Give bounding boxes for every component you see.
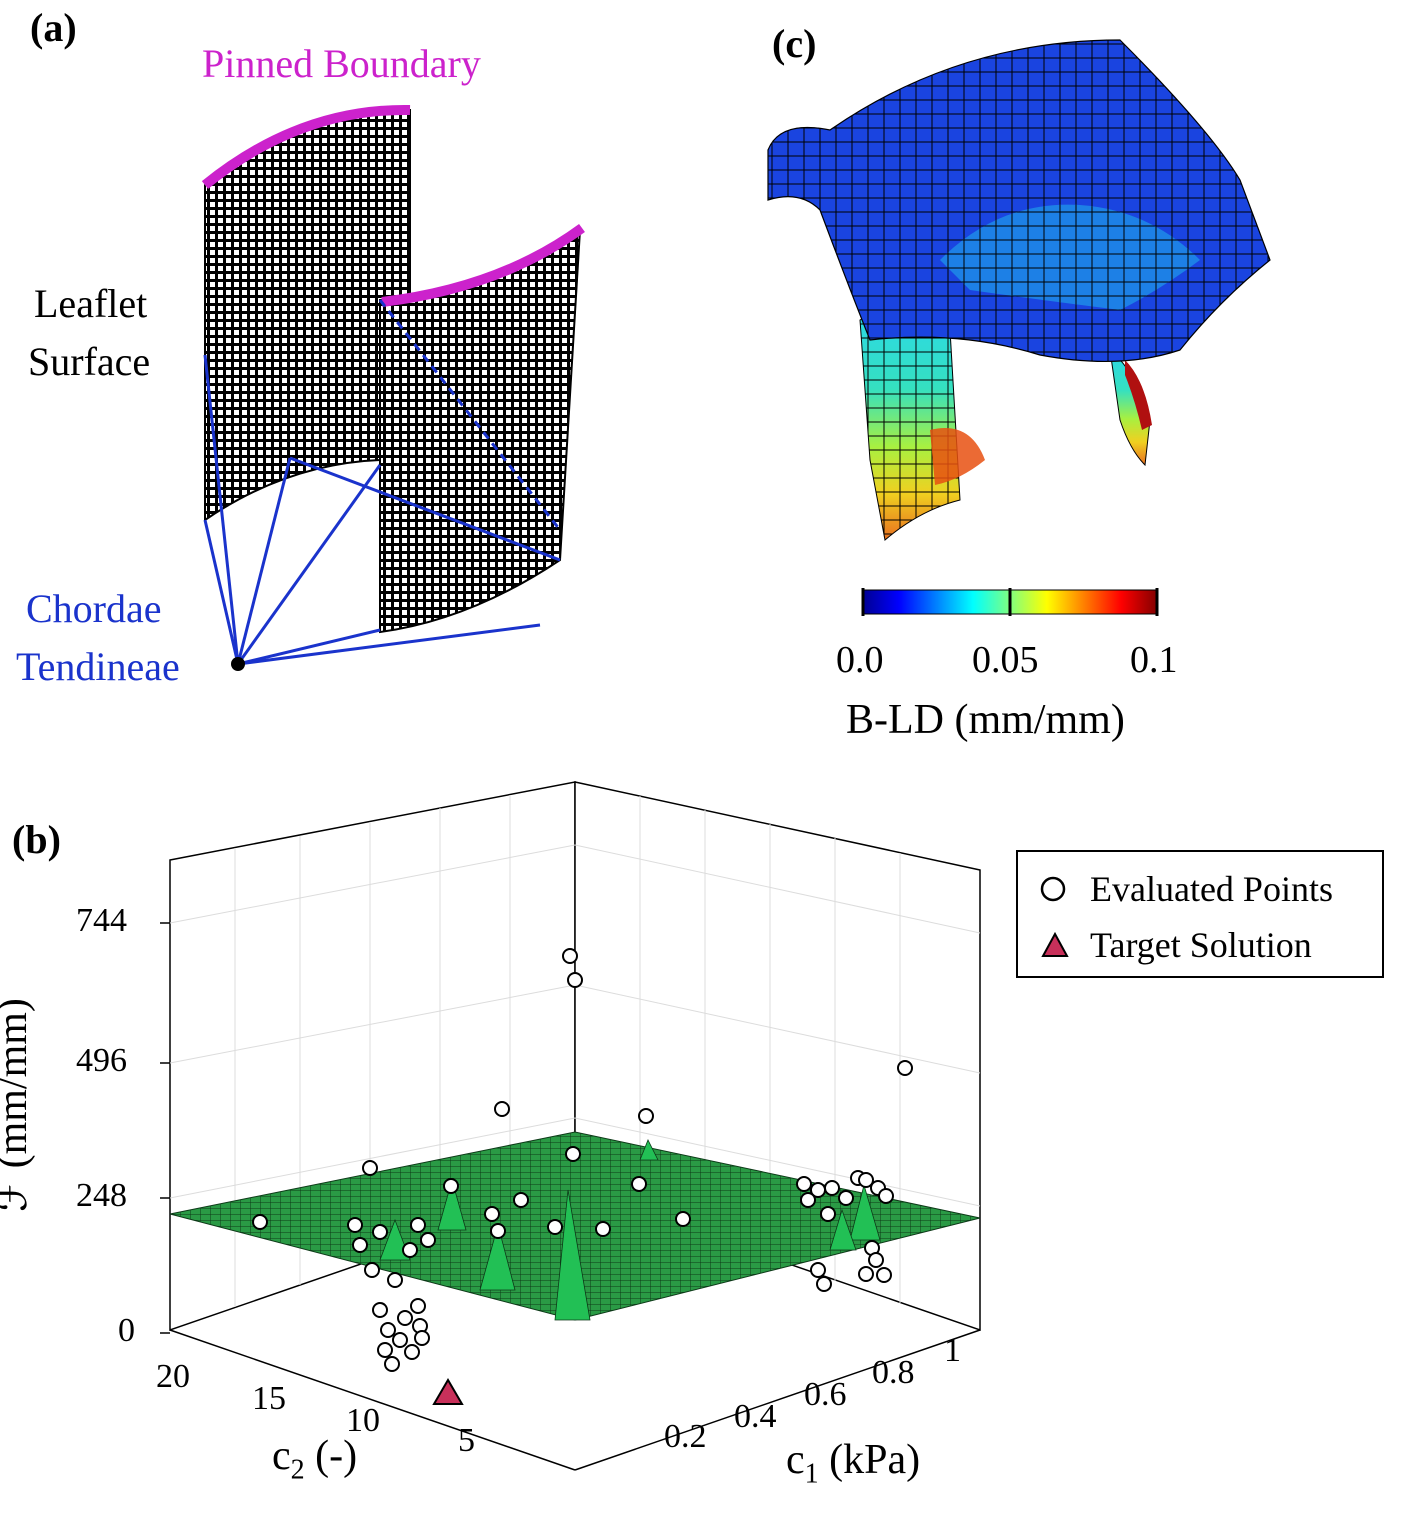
leaflet-label-line2: Surface [28, 339, 151, 384]
legend-target-label: Target Solution [1090, 925, 1312, 965]
colorbar-tick-1: 0.05 [972, 639, 1039, 681]
c1-tick-1: 1 [944, 1332, 961, 1369]
colorbar-tick-2: 0.1 [1130, 639, 1178, 681]
colorbar-tick-0: 0.0 [836, 639, 884, 681]
legend-evaluated-label: Evaluated Points [1090, 869, 1333, 909]
panel-c-figure [767, 39, 1271, 541]
panel-b-figure [160, 781, 981, 1471]
c2-axis-label: c2 (-) [272, 1433, 358, 1486]
chordae-label-line2: Tendineae [16, 644, 180, 689]
chordae-anchor-dot [231, 657, 245, 671]
colorbar-title: B-LD (mm/mm) [846, 697, 1125, 743]
pinned-boundary-right [381, 223, 585, 307]
c1-tick-0.6: 0.6 [804, 1376, 847, 1413]
hot-spot [930, 428, 985, 485]
c2-tick-20: 20 [156, 1358, 190, 1395]
c1-tick-0.2: 0.2 [664, 1418, 707, 1455]
pinned-boundary-label: Pinned Boundary [202, 41, 481, 86]
legend-triangle-icon [1041, 931, 1069, 957]
z-axis-label: ℱ (mm/mm) [0, 998, 36, 1212]
z-tick-0: 0 [118, 1312, 135, 1349]
target-solution-marker [432, 1378, 464, 1405]
c2-tick-5: 5 [458, 1422, 475, 1459]
colorbar [861, 588, 1159, 616]
panel-a-figure [201, 104, 585, 671]
c1-tick-0.8: 0.8 [872, 1354, 915, 1391]
c1-axis-label: c1 (kPa) [786, 1437, 921, 1490]
response-surface [169, 1131, 981, 1321]
chordae-label-line1: Chordae [26, 586, 162, 631]
z-tick-496: 496 [76, 1042, 127, 1079]
z-tick-744: 744 [76, 902, 127, 939]
grid-lines [169, 795, 981, 1307]
c2-tick-10: 10 [346, 1402, 380, 1439]
red-strip [1125, 360, 1152, 430]
panel-b-label: (b) [12, 817, 61, 862]
panel-a-label: (a) [30, 5, 77, 50]
z-tick-248: 248 [76, 1177, 127, 1214]
legend-circle-icon [1040, 876, 1066, 902]
pinned-boundary-left [201, 104, 411, 189]
leaflet-label-line1: Leaflet [34, 281, 148, 326]
c1-tick-0.4: 0.4 [734, 1398, 777, 1435]
chordae-lines [203, 299, 562, 666]
evaluated-point-markers [252, 948, 913, 1372]
panel-c-label: (c) [772, 21, 817, 66]
legend-box: Evaluated Points Target Solution [1016, 850, 1384, 978]
c2-tick-15: 15 [252, 1380, 286, 1417]
